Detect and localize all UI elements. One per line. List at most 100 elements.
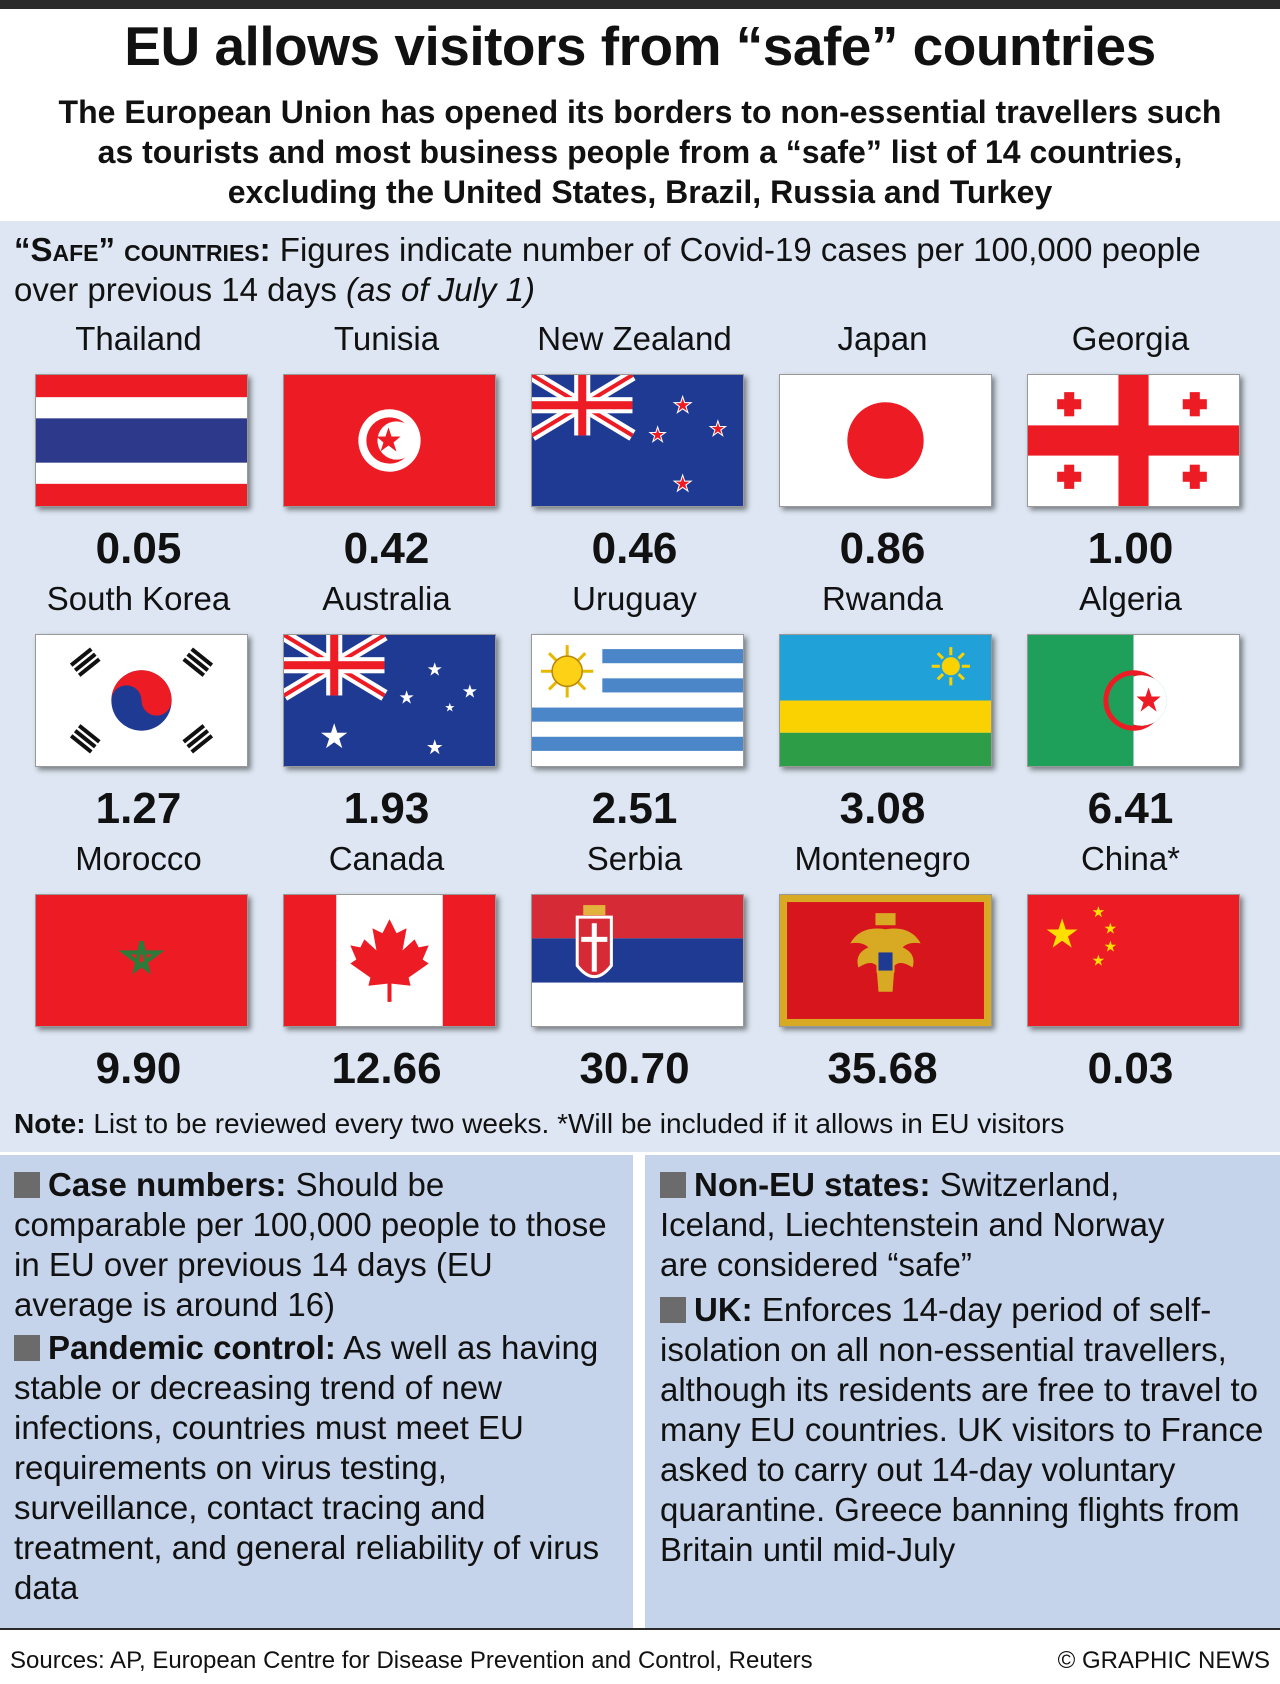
australia-flag: ★ ★ ★ ★ ★ ★ bbox=[283, 634, 496, 767]
pandemic-control-text: As well as having stable or decreasing t… bbox=[14, 1329, 600, 1606]
top-rule bbox=[0, 0, 1280, 9]
country-name: Thailand bbox=[75, 320, 202, 357]
svg-text:★: ★ bbox=[1092, 903, 1106, 921]
svg-text:★: ★ bbox=[673, 471, 693, 497]
country-name: Serbia bbox=[586, 840, 683, 877]
country-card: Algeria 6.41 bbox=[1007, 580, 1254, 835]
country-card: Tunisia 0.42 bbox=[263, 320, 510, 575]
case-numbers-para: Case numbers: Should be comparable per 1… bbox=[14, 1165, 614, 1325]
case-numbers-text: Should be comparable per 100,000 people … bbox=[14, 1166, 607, 1323]
case-value: 6.41 bbox=[1087, 784, 1174, 833]
intro-text: The European Union has opened its border… bbox=[58, 94, 1222, 210]
country-name: Morocco bbox=[75, 840, 202, 877]
montenegro-flag bbox=[779, 894, 992, 1027]
country-name: Uruguay bbox=[572, 580, 697, 617]
case-value: 0.03 bbox=[1087, 1044, 1174, 1093]
note: Note: List to be reviewed every two week… bbox=[14, 1108, 1064, 1140]
criteria-box-left: Case numbers: Should be comparable per 1… bbox=[0, 1155, 633, 1628]
pandemic-control-label: Pandemic control: bbox=[48, 1329, 336, 1366]
country-card: Montenegro 35.68 bbox=[759, 840, 1006, 1095]
svg-text:★: ★ bbox=[1104, 937, 1118, 955]
canada-flag bbox=[283, 894, 496, 1027]
country-name: Tunisia bbox=[333, 320, 440, 357]
country-name: New Zealand bbox=[537, 320, 732, 357]
country-card: Rwanda 3.08 bbox=[759, 580, 1006, 835]
note-text: List to be reviewed every two weeks. *Wi… bbox=[93, 1108, 1065, 1139]
svg-text:★: ★ bbox=[673, 392, 693, 418]
country-name: Canada bbox=[328, 840, 445, 877]
country-name: Australia bbox=[322, 580, 451, 617]
bullet-square-icon bbox=[660, 1172, 686, 1198]
bullet-square-icon bbox=[14, 1335, 40, 1361]
country-name: Algeria bbox=[1079, 580, 1182, 617]
case-value: 1.27 bbox=[95, 784, 182, 833]
page-title: EU allows visitors from “safe” countries bbox=[124, 15, 1156, 77]
criteria-box-right: Non-EU states: Switzerland, Iceland, Lie… bbox=[645, 1155, 1280, 1628]
country-card: Australia ★ ★ ★ ★ ★ ★ 1.93 bbox=[263, 580, 510, 835]
safe-heading-label: “Safe” countries: bbox=[14, 231, 271, 268]
safe-countries-heading: “Safe” countries: Figures indicate numbe… bbox=[14, 230, 1254, 310]
pandemic-control-para: Pandemic control: As well as having stab… bbox=[14, 1328, 619, 1608]
sources: Sources: AP, European Centre for Disease… bbox=[10, 1647, 813, 1674]
case-value: 9.90 bbox=[95, 1044, 182, 1093]
case-numbers-label: Case numbers: bbox=[48, 1166, 287, 1203]
case-value: 0.42 bbox=[343, 524, 430, 573]
svg-text:★: ★ bbox=[427, 659, 443, 680]
footer bbox=[0, 1628, 1280, 1684]
safe-heading-date: (as of July 1) bbox=[346, 271, 535, 308]
rwanda-flag bbox=[779, 634, 992, 767]
svg-text:★: ★ bbox=[709, 416, 727, 440]
uk-label: UK: bbox=[694, 1291, 753, 1328]
case-value: 12.66 bbox=[331, 1044, 442, 1093]
svg-text:★: ★ bbox=[426, 735, 444, 759]
non-eu-label: Non-EU states: bbox=[694, 1166, 931, 1203]
country-card: Serbia 30.70 bbox=[511, 840, 758, 1095]
country-card: South Korea 1.27 bbox=[15, 580, 262, 835]
country-card: China* ★ ★ ★ ★ ★ 0.03 bbox=[1007, 840, 1254, 1095]
country-card: Morocco 9.90 bbox=[15, 840, 262, 1095]
south-korea-flag bbox=[35, 634, 248, 767]
uk-text: Enforces 14-day period of self-isolation… bbox=[660, 1291, 1264, 1568]
country-card: Japan 0.86 bbox=[759, 320, 1006, 575]
morocco-flag bbox=[35, 894, 248, 1027]
case-value: 0.86 bbox=[839, 524, 926, 573]
case-value: 0.46 bbox=[591, 524, 678, 573]
uk-para: UK: Enforces 14-day period of self-isola… bbox=[660, 1290, 1270, 1570]
svg-text:★: ★ bbox=[1044, 911, 1080, 957]
svg-text:★: ★ bbox=[1092, 952, 1106, 970]
case-value: 1.93 bbox=[343, 784, 430, 833]
thailand-flag bbox=[35, 374, 248, 507]
country-name: Montenegro bbox=[794, 840, 971, 877]
country-name: China* bbox=[1080, 840, 1181, 877]
note-label: Note: bbox=[14, 1108, 86, 1139]
country-name: Georgia bbox=[1071, 320, 1190, 357]
credit: © GRAPHIC NEWS bbox=[1057, 1647, 1270, 1674]
svg-text:★: ★ bbox=[444, 701, 455, 715]
case-value: 3.08 bbox=[839, 784, 926, 833]
country-card: Uruguay 2.51 bbox=[511, 580, 758, 835]
country-card: New Zealand ★ ★ ★ ★ 0.46 bbox=[511, 320, 758, 575]
svg-text:★: ★ bbox=[398, 687, 414, 708]
new-zealand-flag: ★ ★ ★ ★ bbox=[531, 374, 744, 507]
case-value: 2.51 bbox=[591, 784, 678, 833]
georgia-flag bbox=[1027, 374, 1240, 507]
country-name: South Korea bbox=[46, 580, 231, 617]
uruguay-flag bbox=[531, 634, 744, 767]
bullet-square-icon bbox=[660, 1297, 686, 1323]
country-card: Thailand 0.05 bbox=[15, 320, 262, 575]
algeria-flag bbox=[1027, 634, 1240, 767]
tunisia-flag bbox=[283, 374, 496, 507]
svg-text:★: ★ bbox=[1104, 919, 1118, 937]
japan-flag bbox=[779, 374, 992, 507]
country-card: Georgia 1.00 bbox=[1007, 320, 1254, 575]
non-eu-para: Non-EU states: Switzerland, Iceland, Lie… bbox=[660, 1165, 1180, 1285]
country-name: Rwanda bbox=[821, 580, 944, 617]
china-flag: ★ ★ ★ ★ ★ bbox=[1027, 894, 1240, 1027]
bullet-square-icon bbox=[14, 1172, 40, 1198]
case-value: 0.05 bbox=[95, 524, 182, 573]
svg-text:★: ★ bbox=[462, 681, 478, 702]
country-card: Canada 12.66 bbox=[263, 840, 510, 1095]
svg-text:★: ★ bbox=[649, 422, 667, 446]
case-value: 35.68 bbox=[827, 1044, 938, 1093]
case-value: 30.70 bbox=[579, 1044, 690, 1093]
